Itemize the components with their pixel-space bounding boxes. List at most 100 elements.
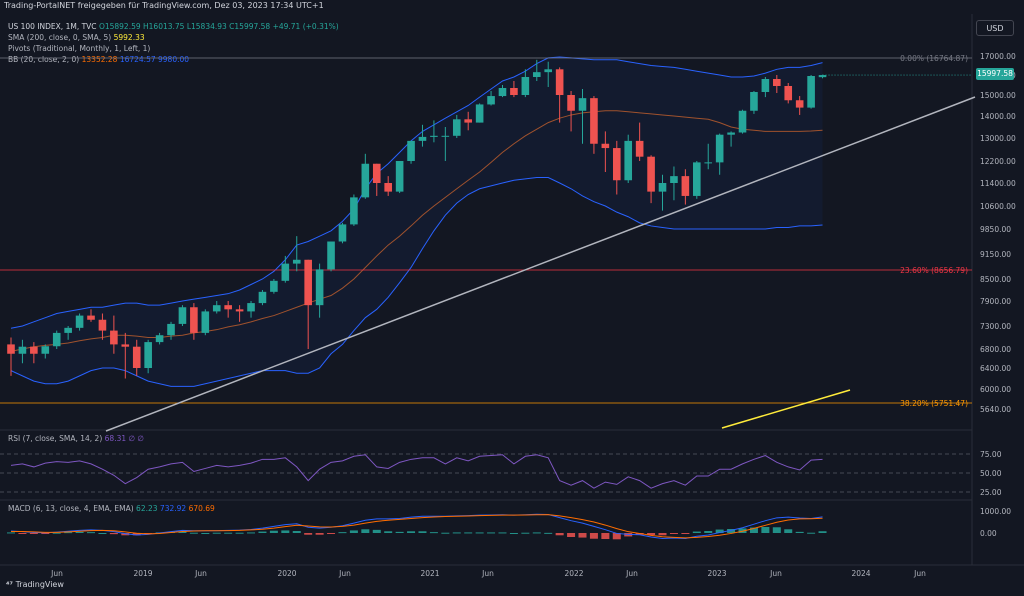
macd-histogram-bar xyxy=(749,527,758,533)
time-axis-tick: Jun xyxy=(625,569,638,578)
legend-ohlc: O15892.59 H16013.75 L15834.93 C15997.58 … xyxy=(98,22,339,31)
candle-body xyxy=(807,76,815,108)
fib-level-label: 38.20% (5751.47) xyxy=(900,399,968,408)
candle-body xyxy=(224,305,232,310)
macd-histogram-bar xyxy=(338,532,347,534)
candle-body xyxy=(247,303,255,312)
legend-bb-row[interactable]: BB (20, close, 2, 0) 13352.28 16724.57 9… xyxy=(8,55,189,65)
macd-histogram-bar xyxy=(784,529,793,533)
candle-body xyxy=(87,315,95,320)
candle-body xyxy=(372,163,381,183)
sma-200-line xyxy=(721,389,851,429)
macd-histogram-bar xyxy=(715,529,724,533)
macd-histogram-bar xyxy=(601,533,610,540)
last-price-badge: 15997.58 xyxy=(976,68,1014,80)
legend-sma-label: SMA (200, close, 0, SMA, 5) xyxy=(8,33,112,42)
legend-rsi-row[interactable]: RSI (7, close, SMA, 14, 2) 68.31 ∅ ∅ xyxy=(8,434,144,444)
macd-histogram-bar xyxy=(681,533,690,534)
macd-histogram-bar xyxy=(692,531,701,533)
legend-bb-basis: 13352.28 xyxy=(81,55,118,64)
macd-histogram-bar xyxy=(532,532,541,534)
candle-body xyxy=(818,75,827,78)
candle-body xyxy=(727,132,735,135)
candle-body xyxy=(544,69,553,73)
bb-upper-line xyxy=(10,56,823,329)
macd-histogram-bar xyxy=(647,533,656,536)
macd-histogram-bar xyxy=(109,533,118,535)
price-axis-tick: 7300.00 xyxy=(980,322,1011,331)
macd-histogram-bar xyxy=(669,533,678,534)
price-axis-tick: 8500.00 xyxy=(980,275,1011,284)
candle-body xyxy=(132,346,141,368)
macd-histogram-bar xyxy=(555,533,564,536)
candle-body xyxy=(304,259,312,306)
candle-body xyxy=(64,327,72,333)
macd-histogram-bar xyxy=(567,533,576,538)
candle-body xyxy=(590,98,598,144)
candle-body xyxy=(395,161,404,192)
candle-body xyxy=(235,309,244,312)
candle-body xyxy=(75,315,84,328)
candle-body xyxy=(430,135,438,137)
candle-body xyxy=(761,79,770,92)
legend-macd-row[interactable]: MACD (6, 13, close, 4, EMA, EMA) 62.23 7… xyxy=(8,504,215,514)
candle-body xyxy=(292,259,301,264)
macd-histogram-bar xyxy=(658,533,667,536)
macd-histogram-bar xyxy=(178,531,187,533)
candle-body xyxy=(30,346,38,354)
legend-pivots-row[interactable]: Pivots (Traditional, Monthly, 1, Left, 1… xyxy=(8,44,150,54)
candle-body xyxy=(635,140,644,157)
macd-axis-tick: 1000.00 xyxy=(980,507,1011,516)
macd-histogram-bar xyxy=(521,532,530,534)
legend-sma-value: 5992.33 xyxy=(113,33,145,42)
candle-body xyxy=(384,183,392,192)
candle-body xyxy=(167,323,175,336)
macd-histogram-bar xyxy=(18,533,27,534)
candle-body xyxy=(361,163,370,198)
candle-body xyxy=(52,332,61,347)
time-axis-tick: Jun xyxy=(769,569,782,578)
candle-body xyxy=(510,88,518,95)
time-axis-tick: 2021 xyxy=(420,569,439,578)
candle-body xyxy=(201,311,210,333)
macd-histogram-bar xyxy=(544,532,553,534)
legend-bb-upper: 16724.57 xyxy=(119,55,156,64)
candle-body xyxy=(407,140,415,161)
chart-source-header: Trading-PortalNET freigegeben für Tradin… xyxy=(4,1,324,10)
candle-body xyxy=(475,104,484,123)
legend-symbol-row: US 100 INDEX, 1M, TVC O15892.59 H16013.7… xyxy=(8,22,339,32)
legend-symbol[interactable]: US 100 INDEX, 1M, TVC xyxy=(8,22,97,31)
legend-sma-row[interactable]: SMA (200, close, 0, SMA, 5) 5992.33 xyxy=(8,33,145,43)
bb-lower-line xyxy=(10,177,823,387)
macd-histogram-bar xyxy=(269,530,278,533)
macd-histogram-bar xyxy=(429,532,438,534)
macd-histogram-bar xyxy=(452,532,461,534)
macd-histogram-bar xyxy=(304,533,313,535)
candle-body xyxy=(647,156,655,192)
legend-rsi-label: RSI (7, close, SMA, 14, 2) xyxy=(8,434,103,443)
candle-body xyxy=(144,342,152,368)
macd-histogram-bar xyxy=(727,528,736,533)
price-axis-tick: 11400.00 xyxy=(980,179,1016,188)
tradingview-logo[interactable]: ⁴⁷ TradingView xyxy=(6,580,64,589)
price-axis-tick: 17000.00 xyxy=(980,52,1016,61)
fib-level-label: 23.60% (8656.79) xyxy=(900,266,968,275)
macd-histogram-bar xyxy=(189,532,198,534)
candle-body xyxy=(601,143,610,149)
macd-histogram-bar xyxy=(407,531,416,533)
candle-body xyxy=(670,176,678,183)
legend-bb-label: BB (20, close, 2, 0) xyxy=(8,55,80,64)
candle-body xyxy=(738,110,747,133)
macd-histogram-bar xyxy=(795,531,804,533)
macd-histogram-bar xyxy=(258,531,267,533)
candle-body xyxy=(567,95,575,111)
candle-body xyxy=(178,307,187,324)
macd-histogram-bar xyxy=(418,531,427,533)
macd-histogram-bar xyxy=(315,533,324,535)
price-axis-tick: 14000.00 xyxy=(980,112,1016,121)
macd-histogram-bar xyxy=(738,528,747,533)
macd-histogram-bar xyxy=(578,533,587,538)
currency-selector[interactable]: USD xyxy=(976,20,1014,36)
candle-body xyxy=(270,280,278,292)
